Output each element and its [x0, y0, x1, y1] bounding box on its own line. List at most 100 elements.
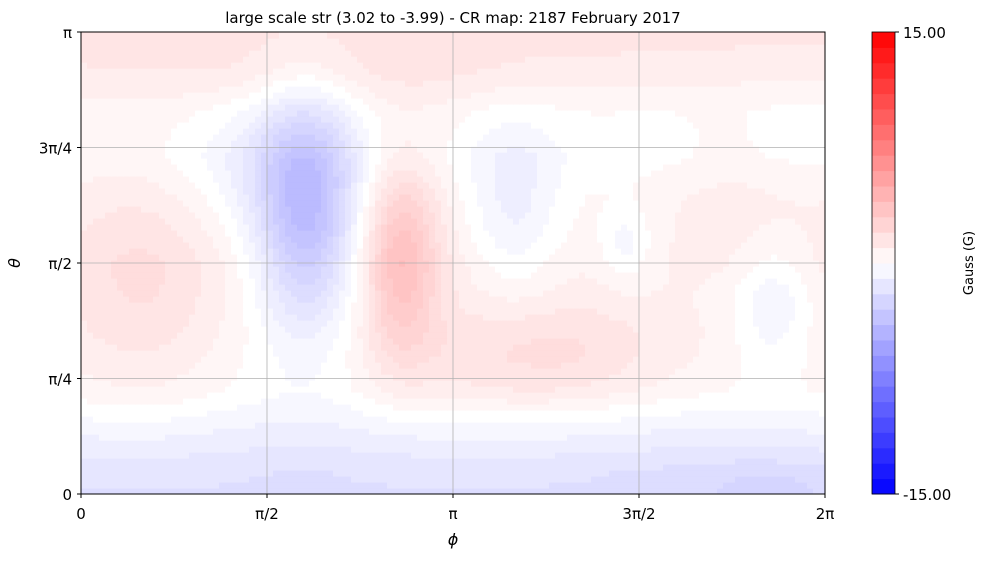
- heatmap-cell: [471, 314, 478, 321]
- heatmap-cell: [249, 374, 256, 381]
- heatmap-cell: [273, 254, 280, 261]
- heatmap-cell: [765, 356, 772, 363]
- heatmap-cell: [795, 296, 802, 303]
- heatmap-cell: [267, 266, 274, 273]
- heatmap-cell: [633, 308, 640, 315]
- heatmap-cell: [363, 332, 370, 339]
- heatmap-cell: [501, 284, 508, 291]
- heatmap-cell: [555, 266, 562, 273]
- heatmap-cell: [477, 374, 484, 381]
- heatmap-cell: [621, 320, 628, 327]
- heatmap-cell: [633, 272, 640, 279]
- heatmap-cell: [357, 488, 364, 494]
- heatmap-cell: [561, 308, 568, 315]
- heatmap-cell: [597, 290, 604, 297]
- heatmap-cell: [441, 278, 448, 285]
- heatmap-cell: [633, 470, 640, 477]
- heatmap-cell: [93, 374, 100, 381]
- heatmap-cell: [711, 332, 718, 339]
- heatmap-cell: [759, 428, 766, 435]
- heatmap-cell: [723, 410, 730, 417]
- heatmap-cell: [657, 428, 664, 435]
- heatmap-cell: [699, 488, 706, 494]
- heatmap-cell: [717, 410, 724, 417]
- heatmap-cell: [501, 410, 508, 417]
- heatmap-cell: [441, 482, 448, 489]
- heatmap-cell: [465, 374, 472, 381]
- heatmap-cell: [291, 410, 298, 417]
- heatmap-cell: [813, 296, 820, 303]
- heatmap-cell: [315, 266, 322, 273]
- heatmap-cell: [717, 476, 724, 483]
- heatmap-cell: [267, 296, 274, 303]
- heatmap-cell: [531, 350, 538, 357]
- heatmap-cell: [81, 452, 88, 459]
- heatmap-cell: [801, 254, 808, 261]
- heatmap-cell: [111, 284, 118, 291]
- heatmap-cell: [729, 476, 736, 483]
- heatmap-cell: [639, 356, 646, 363]
- heatmap-cell: [357, 320, 364, 327]
- heatmap-cell: [645, 308, 652, 315]
- heatmap-cell: [99, 332, 106, 339]
- heatmap-cell: [591, 338, 598, 345]
- heatmap-cell: [729, 380, 736, 387]
- heatmap-cell: [783, 296, 790, 303]
- heatmap-cell: [123, 434, 130, 441]
- heatmap-cell: [753, 356, 760, 363]
- heatmap-cell: [549, 422, 556, 429]
- heatmap-cell: [183, 248, 190, 255]
- heatmap-cell: [771, 344, 778, 351]
- heatmap-cell: [171, 434, 178, 441]
- heatmap-cell: [141, 476, 148, 483]
- heatmap-cell: [555, 446, 562, 453]
- heatmap-cell: [93, 362, 100, 369]
- heatmap-cell: [795, 350, 802, 357]
- heatmap-cell: [165, 290, 172, 297]
- heatmap-cell: [801, 356, 808, 363]
- heatmap-cell: [171, 320, 178, 327]
- heatmap-cell: [789, 350, 796, 357]
- heatmap-cell: [111, 362, 118, 369]
- heatmap-cell: [447, 482, 454, 489]
- heatmap-cell: [429, 410, 436, 417]
- heatmap-cell: [219, 266, 226, 273]
- heatmap-cell: [279, 350, 286, 357]
- heatmap-cell: [555, 452, 562, 459]
- heatmap-cell: [771, 458, 778, 465]
- heatmap-cell: [657, 284, 664, 291]
- heatmap-cell: [495, 290, 502, 297]
- heatmap-cell: [105, 488, 112, 494]
- heatmap-cell: [609, 368, 616, 375]
- heatmap-cell: [519, 482, 526, 489]
- heatmap-cell: [357, 392, 364, 399]
- heatmap-cell: [753, 368, 760, 375]
- heatmap-cell: [303, 344, 310, 351]
- heatmap-cell: [573, 476, 580, 483]
- heatmap-cell: [345, 380, 352, 387]
- heatmap-cell: [393, 266, 400, 273]
- heatmap-cell: [291, 380, 298, 387]
- heatmap-cell: [111, 338, 118, 345]
- heatmap-cell: [321, 314, 328, 321]
- heatmap-cell: [135, 464, 142, 471]
- heatmap-cell: [387, 296, 394, 303]
- heatmap-cell: [663, 338, 670, 345]
- heatmap-cell: [213, 296, 220, 303]
- heatmap-cell: [159, 332, 166, 339]
- heatmap-cell: [675, 380, 682, 387]
- heatmap-cell: [465, 416, 472, 423]
- heatmap-cell: [801, 308, 808, 315]
- heatmap-cell: [693, 368, 700, 375]
- heatmap-cell: [615, 320, 622, 327]
- heatmap-cell: [489, 326, 496, 333]
- heatmap-cell: [81, 320, 88, 327]
- heatmap-cell: [705, 284, 712, 291]
- heatmap-cell: [705, 476, 712, 483]
- heatmap-cell: [243, 332, 250, 339]
- heatmap-cell: [195, 398, 202, 405]
- heatmap-cell: [135, 422, 142, 429]
- heatmap-cell: [213, 332, 220, 339]
- heatmap-cell: [435, 266, 442, 273]
- heatmap-cell: [165, 374, 172, 381]
